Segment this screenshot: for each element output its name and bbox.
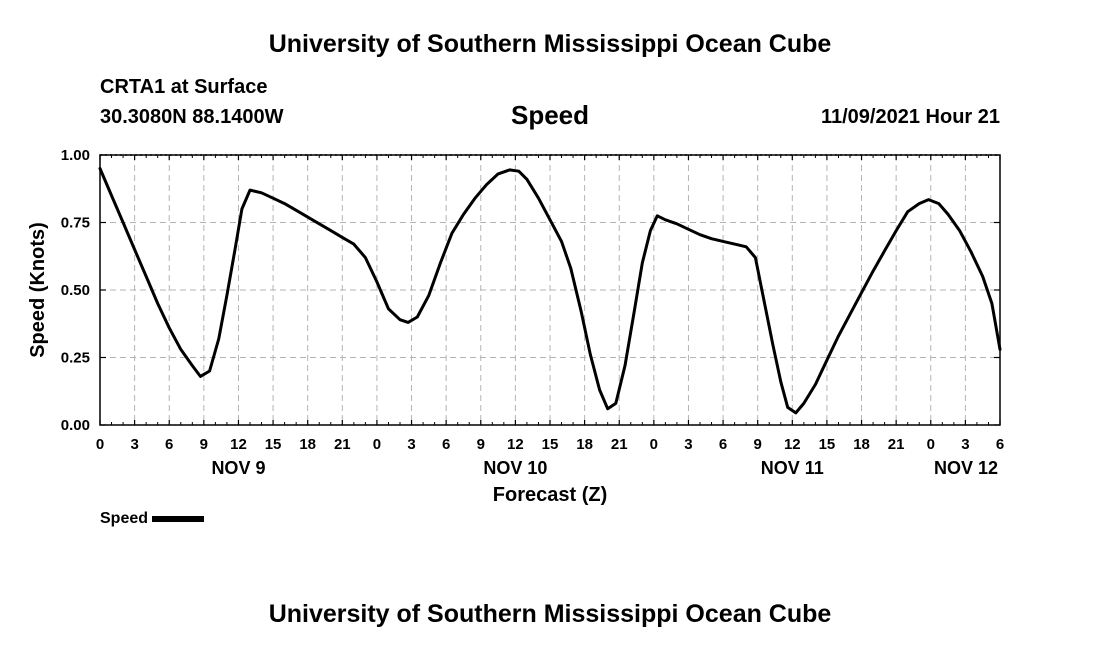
x-tick-label: 21 <box>611 436 628 453</box>
x-tick-label: 18 <box>299 436 316 453</box>
x-tick-label: 6 <box>442 436 450 453</box>
x-tick-label: 21 <box>888 436 905 453</box>
date-label: NOV 11 <box>761 458 824 478</box>
datetime-label: 11/09/2021 Hour 21 <box>820 106 1000 128</box>
x-tick-label: 3 <box>407 436 415 453</box>
x-tick-label: 6 <box>719 436 727 453</box>
x-tick-label: 18 <box>853 436 870 453</box>
x-tick-label: 9 <box>477 436 485 453</box>
x-tick-label: 21 <box>334 436 351 453</box>
legend: Speed <box>100 510 205 528</box>
x-axis-label: Forecast (Z) <box>493 484 607 506</box>
x-tick-label: 3 <box>684 436 692 453</box>
y-tick-label: 0.25 <box>61 350 90 367</box>
tick-labels: 0 3 6 9 12 15 18 21 0 3 6 9 12 15 18 21 0 3 6 9 12 15 18 21 0 3 6 0… <box>61 147 1004 478</box>
footer-title: University of Southern Mississippi Ocean… <box>268 600 832 628</box>
page-title: University of Southern Mississippi Ocean… <box>268 30 832 58</box>
legend-swatch <box>152 516 205 522</box>
x-tick-label: 18 <box>576 436 593 453</box>
x-tick-label: 0 <box>650 436 658 453</box>
legend-label: Speed <box>100 510 149 527</box>
y-tick-label: 0.75 <box>61 215 90 232</box>
x-tick-label: 0 <box>927 436 935 453</box>
series-layer <box>98 167 1002 415</box>
station-label: CRTA1 at Surface <box>100 76 268 98</box>
coordinates-label: 30.3080N 88.1400W <box>100 106 284 128</box>
y-tick-label: 0.00 <box>61 417 90 434</box>
date-label: NOV 12 <box>934 458 998 478</box>
date-label: NOV 9 <box>211 458 265 478</box>
x-tick-label: 3 <box>130 436 138 453</box>
y-tick-label: 1.00 <box>61 147 90 164</box>
x-tick-label: 6 <box>165 436 173 453</box>
y-axis-label: Speed (Knots) <box>27 222 49 358</box>
x-tick-label: 9 <box>200 436 208 453</box>
x-tick-label: 15 <box>819 436 836 453</box>
x-tick-label: 9 <box>754 436 762 453</box>
y-tick-label: 0.50 <box>61 282 90 299</box>
plot-frame <box>99 154 1001 426</box>
series-line-speed <box>98 167 1002 415</box>
x-tick-label: 12 <box>230 436 247 453</box>
x-tick-label: 15 <box>265 436 282 453</box>
x-tick-label: 3 <box>961 436 969 453</box>
x-tick-label: 0 <box>96 436 104 453</box>
date-label: NOV 10 <box>483 458 547 478</box>
chart-title: Speed <box>510 100 590 130</box>
grid-lines <box>100 154 1000 425</box>
x-tick-label: 15 <box>542 436 559 453</box>
x-tick-label: 12 <box>507 436 524 453</box>
x-tick-label: 12 <box>784 436 801 453</box>
x-tick-label: 6 <box>996 436 1004 453</box>
x-tick-label: 0 <box>373 436 381 453</box>
